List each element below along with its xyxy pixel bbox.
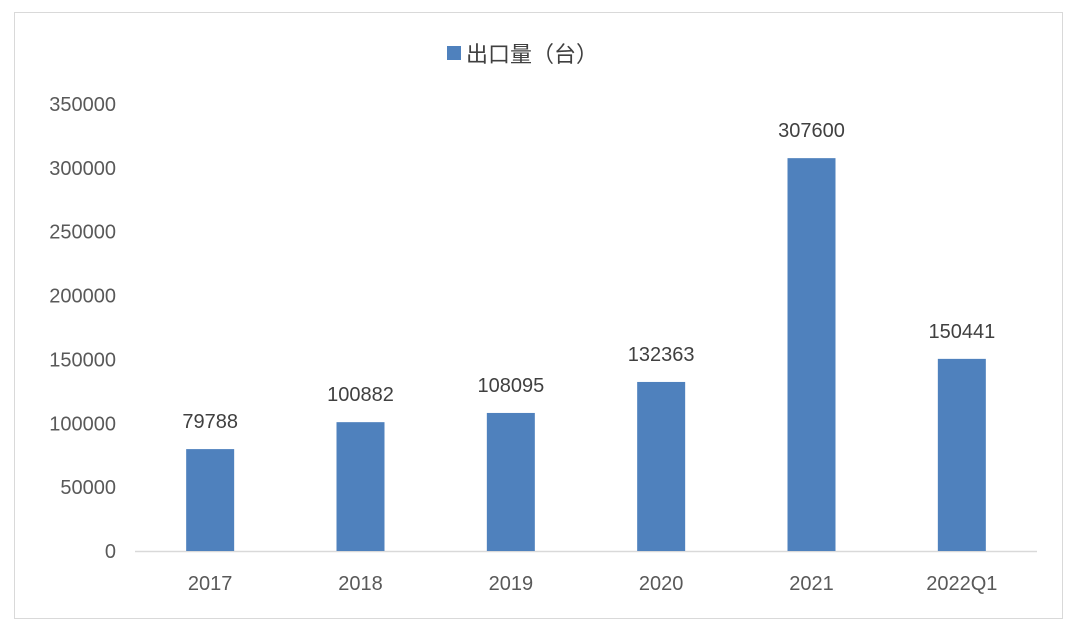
y-tick-label: 350000 [49, 94, 116, 116]
x-tick-label: 2020 [639, 573, 684, 595]
bar [937, 358, 986, 551]
x-tick-label: 2022Q1 [926, 573, 997, 595]
bar [336, 422, 385, 551]
y-tick-label: 50000 [60, 477, 116, 499]
bar-series [186, 158, 986, 551]
data-label: 100882 [327, 384, 394, 406]
data-label: 132363 [628, 344, 695, 366]
legend-swatch [447, 46, 461, 60]
y-tick-label: 100000 [49, 413, 116, 435]
y-tick-label: 250000 [49, 222, 116, 244]
y-tick-label: 150000 [49, 349, 116, 371]
bar [637, 381, 686, 551]
legend-label: 出口量（台） [466, 43, 598, 68]
x-tick-label: 2018 [338, 573, 383, 595]
data-label: 307600 [778, 120, 845, 142]
data-label: 150441 [928, 321, 995, 343]
x-tick-label: 2019 [489, 573, 534, 595]
data-label: 79788 [182, 411, 238, 433]
bar [186, 449, 235, 551]
data-labels: 79788 100882 108095 132363 307600 150441 [182, 120, 995, 433]
x-tick-label: 2017 [188, 573, 233, 595]
x-axis: 2017 2018 2019 2020 2021 2022Q1 [135, 550, 1037, 595]
legend: 出口量（台） [447, 43, 598, 68]
x-tick-label: 2021 [789, 573, 834, 595]
data-label: 108095 [477, 375, 544, 397]
y-tick-label: 200000 [49, 286, 116, 308]
y-tick-label: 300000 [49, 158, 116, 180]
y-axis: 0 50000 100000 150000 200000 250000 300000 3500… [49, 94, 116, 563]
y-tick-label: 0 [105, 541, 116, 563]
bar [787, 158, 836, 551]
bar [486, 412, 535, 551]
